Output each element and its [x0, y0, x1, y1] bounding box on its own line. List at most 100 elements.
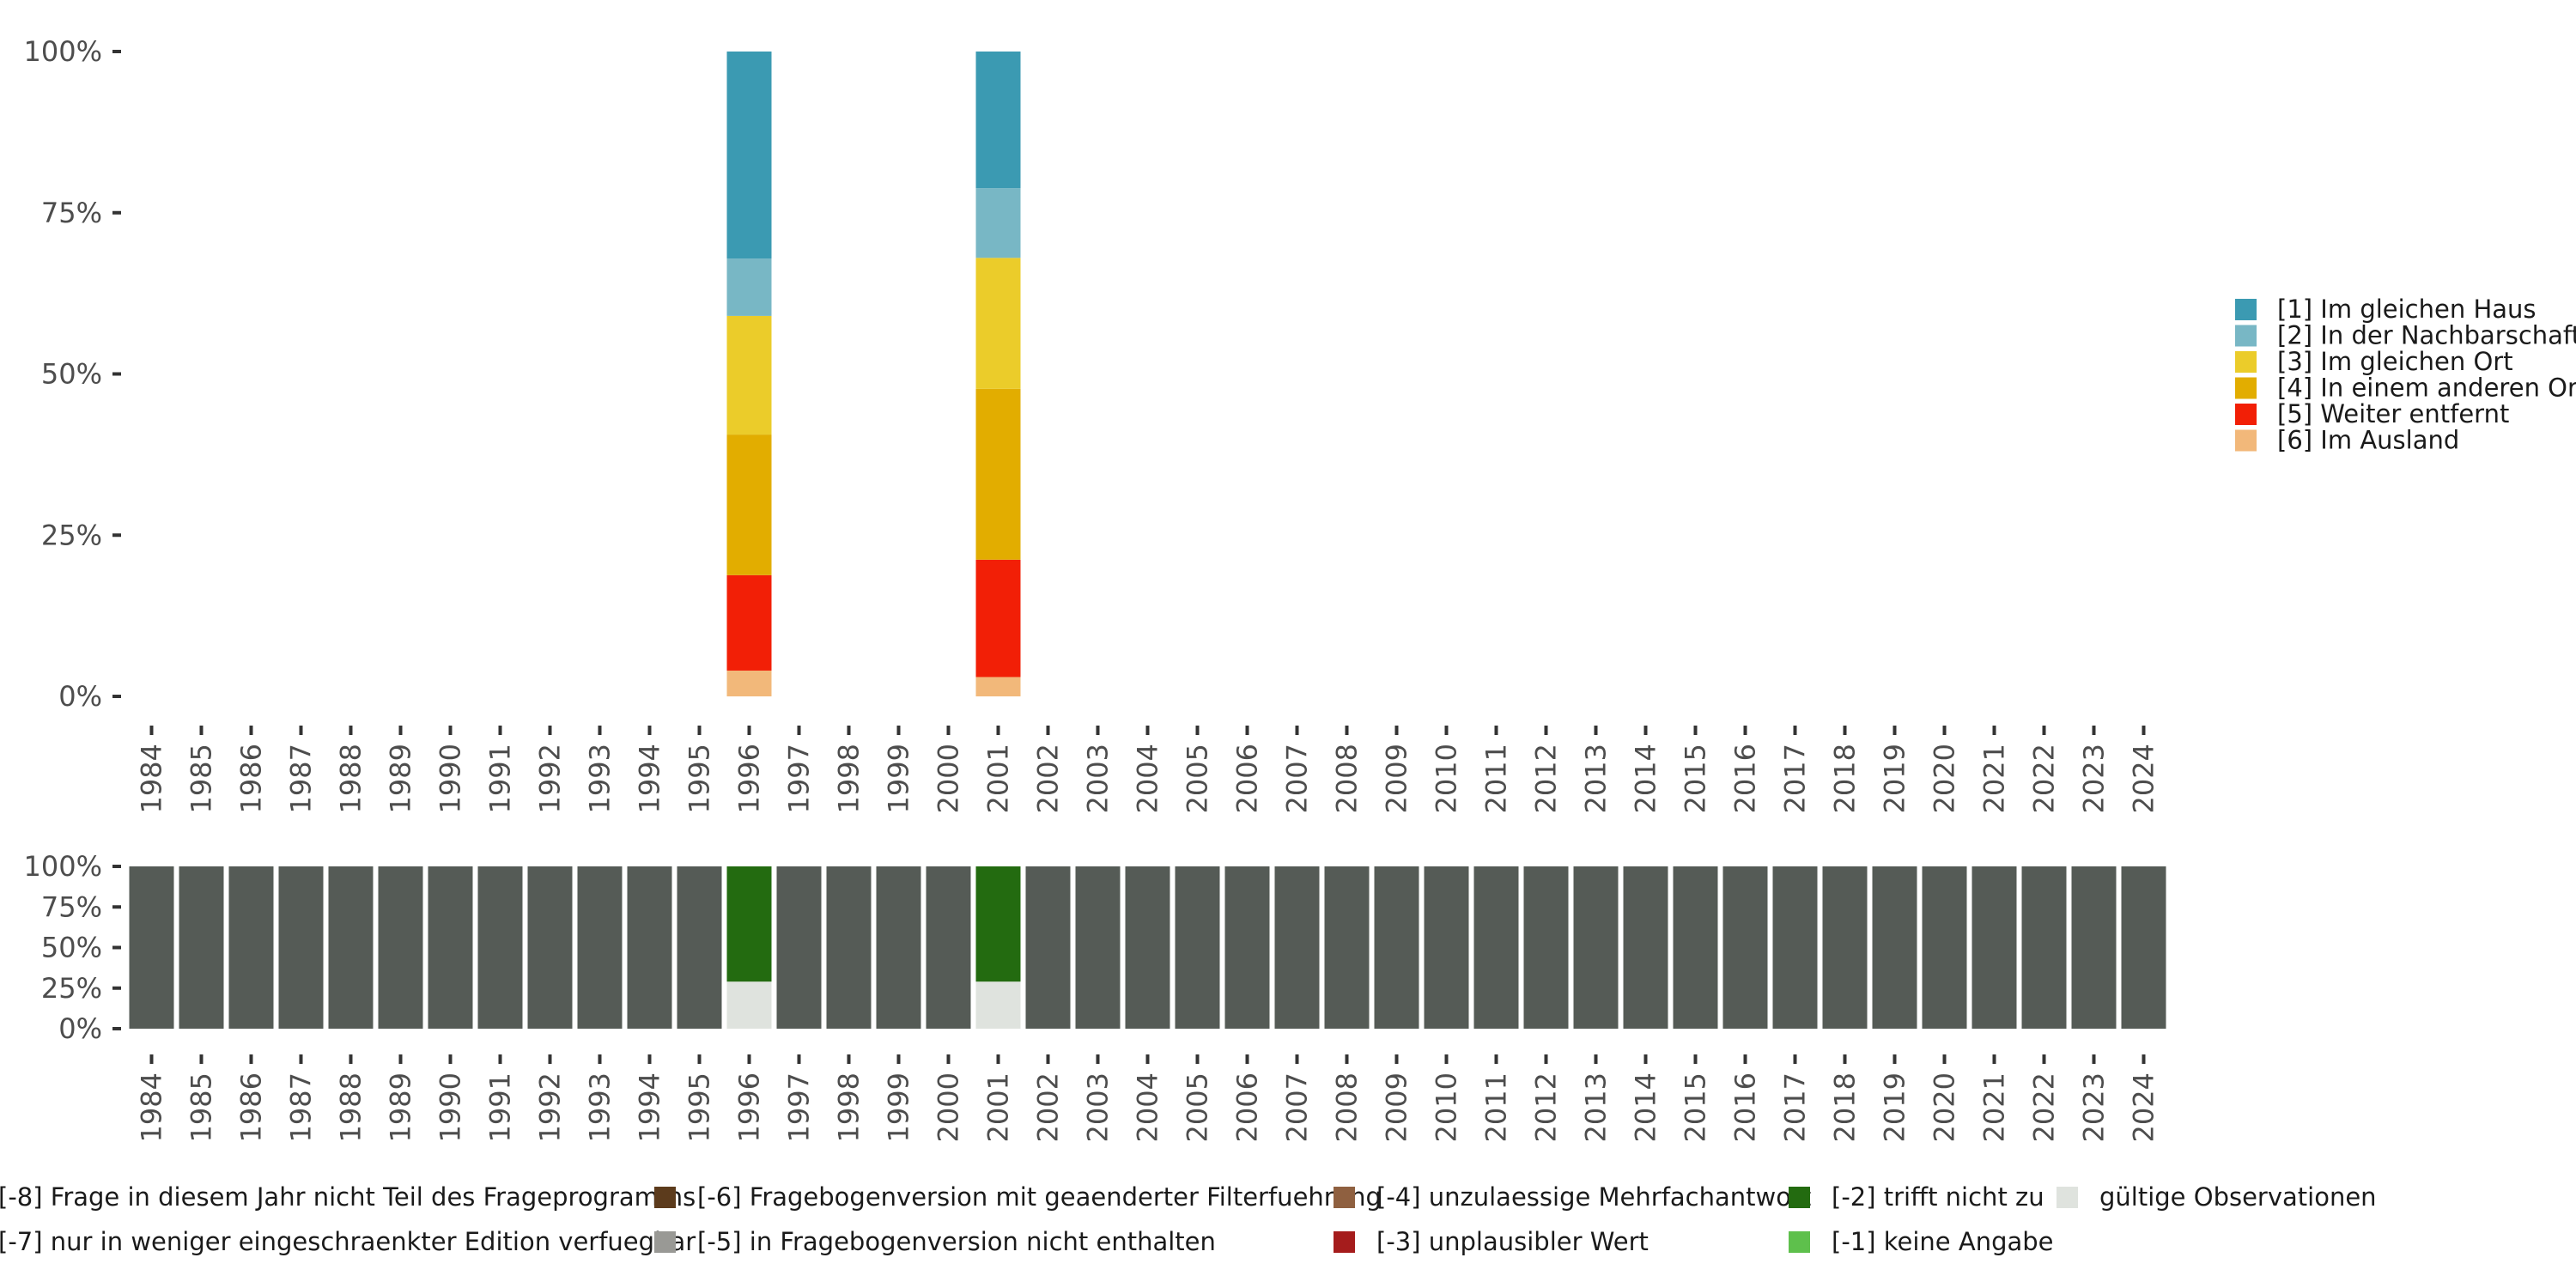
x-tick-label: 2003 — [1082, 744, 1115, 813]
x-tick-label: 1985 — [185, 1072, 218, 1142]
bar-segment — [179, 866, 224, 1029]
x-tick-label: 1994 — [634, 1072, 666, 1142]
x-tick-label: 2021 — [1978, 744, 2011, 813]
bar-segment — [278, 866, 324, 1029]
x-tick-label: 1996 — [733, 1072, 766, 1142]
legend-label: [-3] unplausibler Wert — [1376, 1227, 1649, 1256]
legend-label: [-6] Fragebogenversion mit geaenderter F… — [697, 1182, 1382, 1212]
x-tick-label: 2017 — [1779, 1072, 1812, 1142]
bar-segment — [776, 866, 822, 1029]
bar-segment — [1025, 866, 1071, 1029]
bar-segment — [1971, 866, 2017, 1029]
x-tick-label: 1999 — [883, 1072, 915, 1142]
x-tick-label: 2000 — [933, 744, 965, 813]
legend-swatch — [2235, 325, 2257, 347]
bar-segment — [1523, 866, 1569, 1029]
y-tick-label: 100% — [24, 35, 102, 68]
x-tick-label: 2024 — [2128, 744, 2160, 813]
legend-label: [-5] in Fragebogenversion nicht enthalte… — [697, 1227, 1216, 1256]
x-tick-label: 1994 — [634, 744, 666, 813]
y-tick-label: 0% — [58, 680, 102, 713]
legend-label: [3] Im gleichen Ort — [2277, 347, 2513, 376]
y-tick-label: 100% — [24, 850, 102, 883]
bar-segment — [1274, 866, 1320, 1029]
x-tick-label: 2019 — [1879, 1072, 1911, 1142]
x-tick-label: 2017 — [1779, 744, 1812, 813]
bar-segment — [228, 866, 274, 1029]
x-tick-label: 1999 — [883, 744, 915, 813]
x-tick-label: 2018 — [1829, 1072, 1862, 1142]
bar-segment — [975, 559, 1021, 677]
bar-segment — [1722, 866, 1768, 1029]
x-tick-label: 1992 — [534, 744, 567, 813]
bar-segment — [975, 677, 1021, 696]
bar-segment — [826, 866, 872, 1029]
bar-segment — [1075, 866, 1121, 1029]
x-tick-label: 2019 — [1879, 744, 1911, 813]
bar-segment — [2021, 866, 2067, 1029]
x-tick-label: 1995 — [683, 1072, 716, 1142]
bar-segment — [2121, 866, 2166, 1029]
x-tick-label: 1987 — [285, 744, 318, 813]
y-tick-label: 75% — [41, 197, 102, 229]
x-tick-label: 1997 — [783, 1072, 816, 1142]
bar-segment — [726, 258, 772, 316]
bar-segment — [1324, 866, 1370, 1029]
legend-swatch — [2235, 351, 2257, 373]
x-tick-label: 2009 — [1381, 1072, 1413, 1142]
x-tick-label: 2008 — [1331, 1072, 1364, 1142]
x-tick-label: 2010 — [1431, 1072, 1463, 1142]
bar-segment — [726, 574, 772, 671]
x-tick-label: 1990 — [434, 1072, 467, 1142]
bar-segment — [378, 866, 423, 1029]
x-tick-label: 2011 — [1480, 744, 1513, 813]
bar-segment — [876, 866, 921, 1029]
x-tick-label: 1997 — [783, 744, 816, 813]
x-tick-label: 1996 — [733, 744, 766, 813]
bottom-chart-legend: [-8] Frage in diesem Jahr nicht Teil des… — [0, 1182, 2377, 1256]
legend-swatch — [2235, 377, 2257, 399]
x-tick-label: 2005 — [1182, 1072, 1214, 1142]
x-tick-label: 2004 — [1132, 744, 1164, 813]
bar-segment — [975, 388, 1021, 560]
legend-label: [-8] Frage in diesem Jahr nicht Teil des… — [0, 1182, 696, 1212]
bar-segment — [1374, 866, 1419, 1029]
bar-segment — [1872, 866, 1917, 1029]
x-tick-label: 1991 — [484, 744, 517, 813]
x-tick-label: 1998 — [833, 1072, 866, 1142]
legend-label: [1] Im gleichen Haus — [2277, 295, 2537, 324]
bar-segment — [726, 670, 772, 696]
y-tick-label: 50% — [41, 358, 102, 391]
bar-segment — [975, 188, 1021, 258]
bar-segment — [975, 52, 1021, 189]
bar-segment — [1623, 866, 1668, 1029]
x-tick-label: 2006 — [1231, 1072, 1264, 1142]
x-tick-label: 2003 — [1082, 1072, 1115, 1142]
legend-label: [6] Im Ausland — [2277, 426, 2459, 455]
x-tick-label: 1990 — [434, 744, 467, 813]
x-tick-label: 2012 — [1530, 744, 1563, 813]
y-tick-label: 75% — [41, 890, 102, 923]
x-tick-label: 1989 — [385, 744, 417, 813]
x-tick-label: 2021 — [1978, 1072, 2011, 1142]
bottom-chart-stacked-bars: 0% 25% 50% 75% 100% 1984 1985 1986 1987 1988 1989 1… — [24, 850, 2166, 1142]
x-tick-label: 1986 — [235, 744, 268, 813]
x-tick-label: 1998 — [833, 744, 866, 813]
y-tick-label: 25% — [41, 972, 102, 1005]
x-tick-label: 2002 — [1032, 744, 1065, 813]
top-chart-stacked-bars: 0% 25% 50% 75% 100% 1984 1985 1986 1987 1988 1989 1… — [24, 35, 2160, 813]
x-tick-label: 2012 — [1530, 1072, 1563, 1142]
bar-segment — [975, 258, 1021, 389]
bar-segment — [1822, 866, 1868, 1029]
bar-segment — [1673, 866, 1718, 1029]
x-tick-label: 2006 — [1231, 744, 1264, 813]
legend-label: [-2] trifft nicht zu — [1832, 1182, 2044, 1212]
x-tick-label: 1993 — [584, 1072, 617, 1142]
bar-segment — [1573, 866, 1619, 1029]
bar-segment — [1772, 866, 1818, 1029]
bar-segment — [726, 866, 772, 982]
x-tick-label: 2010 — [1431, 744, 1463, 813]
x-tick-label: 2023 — [2078, 744, 2111, 813]
legend-label: [-7] nur in weniger eingeschraenkter Edi… — [0, 1227, 696, 1256]
